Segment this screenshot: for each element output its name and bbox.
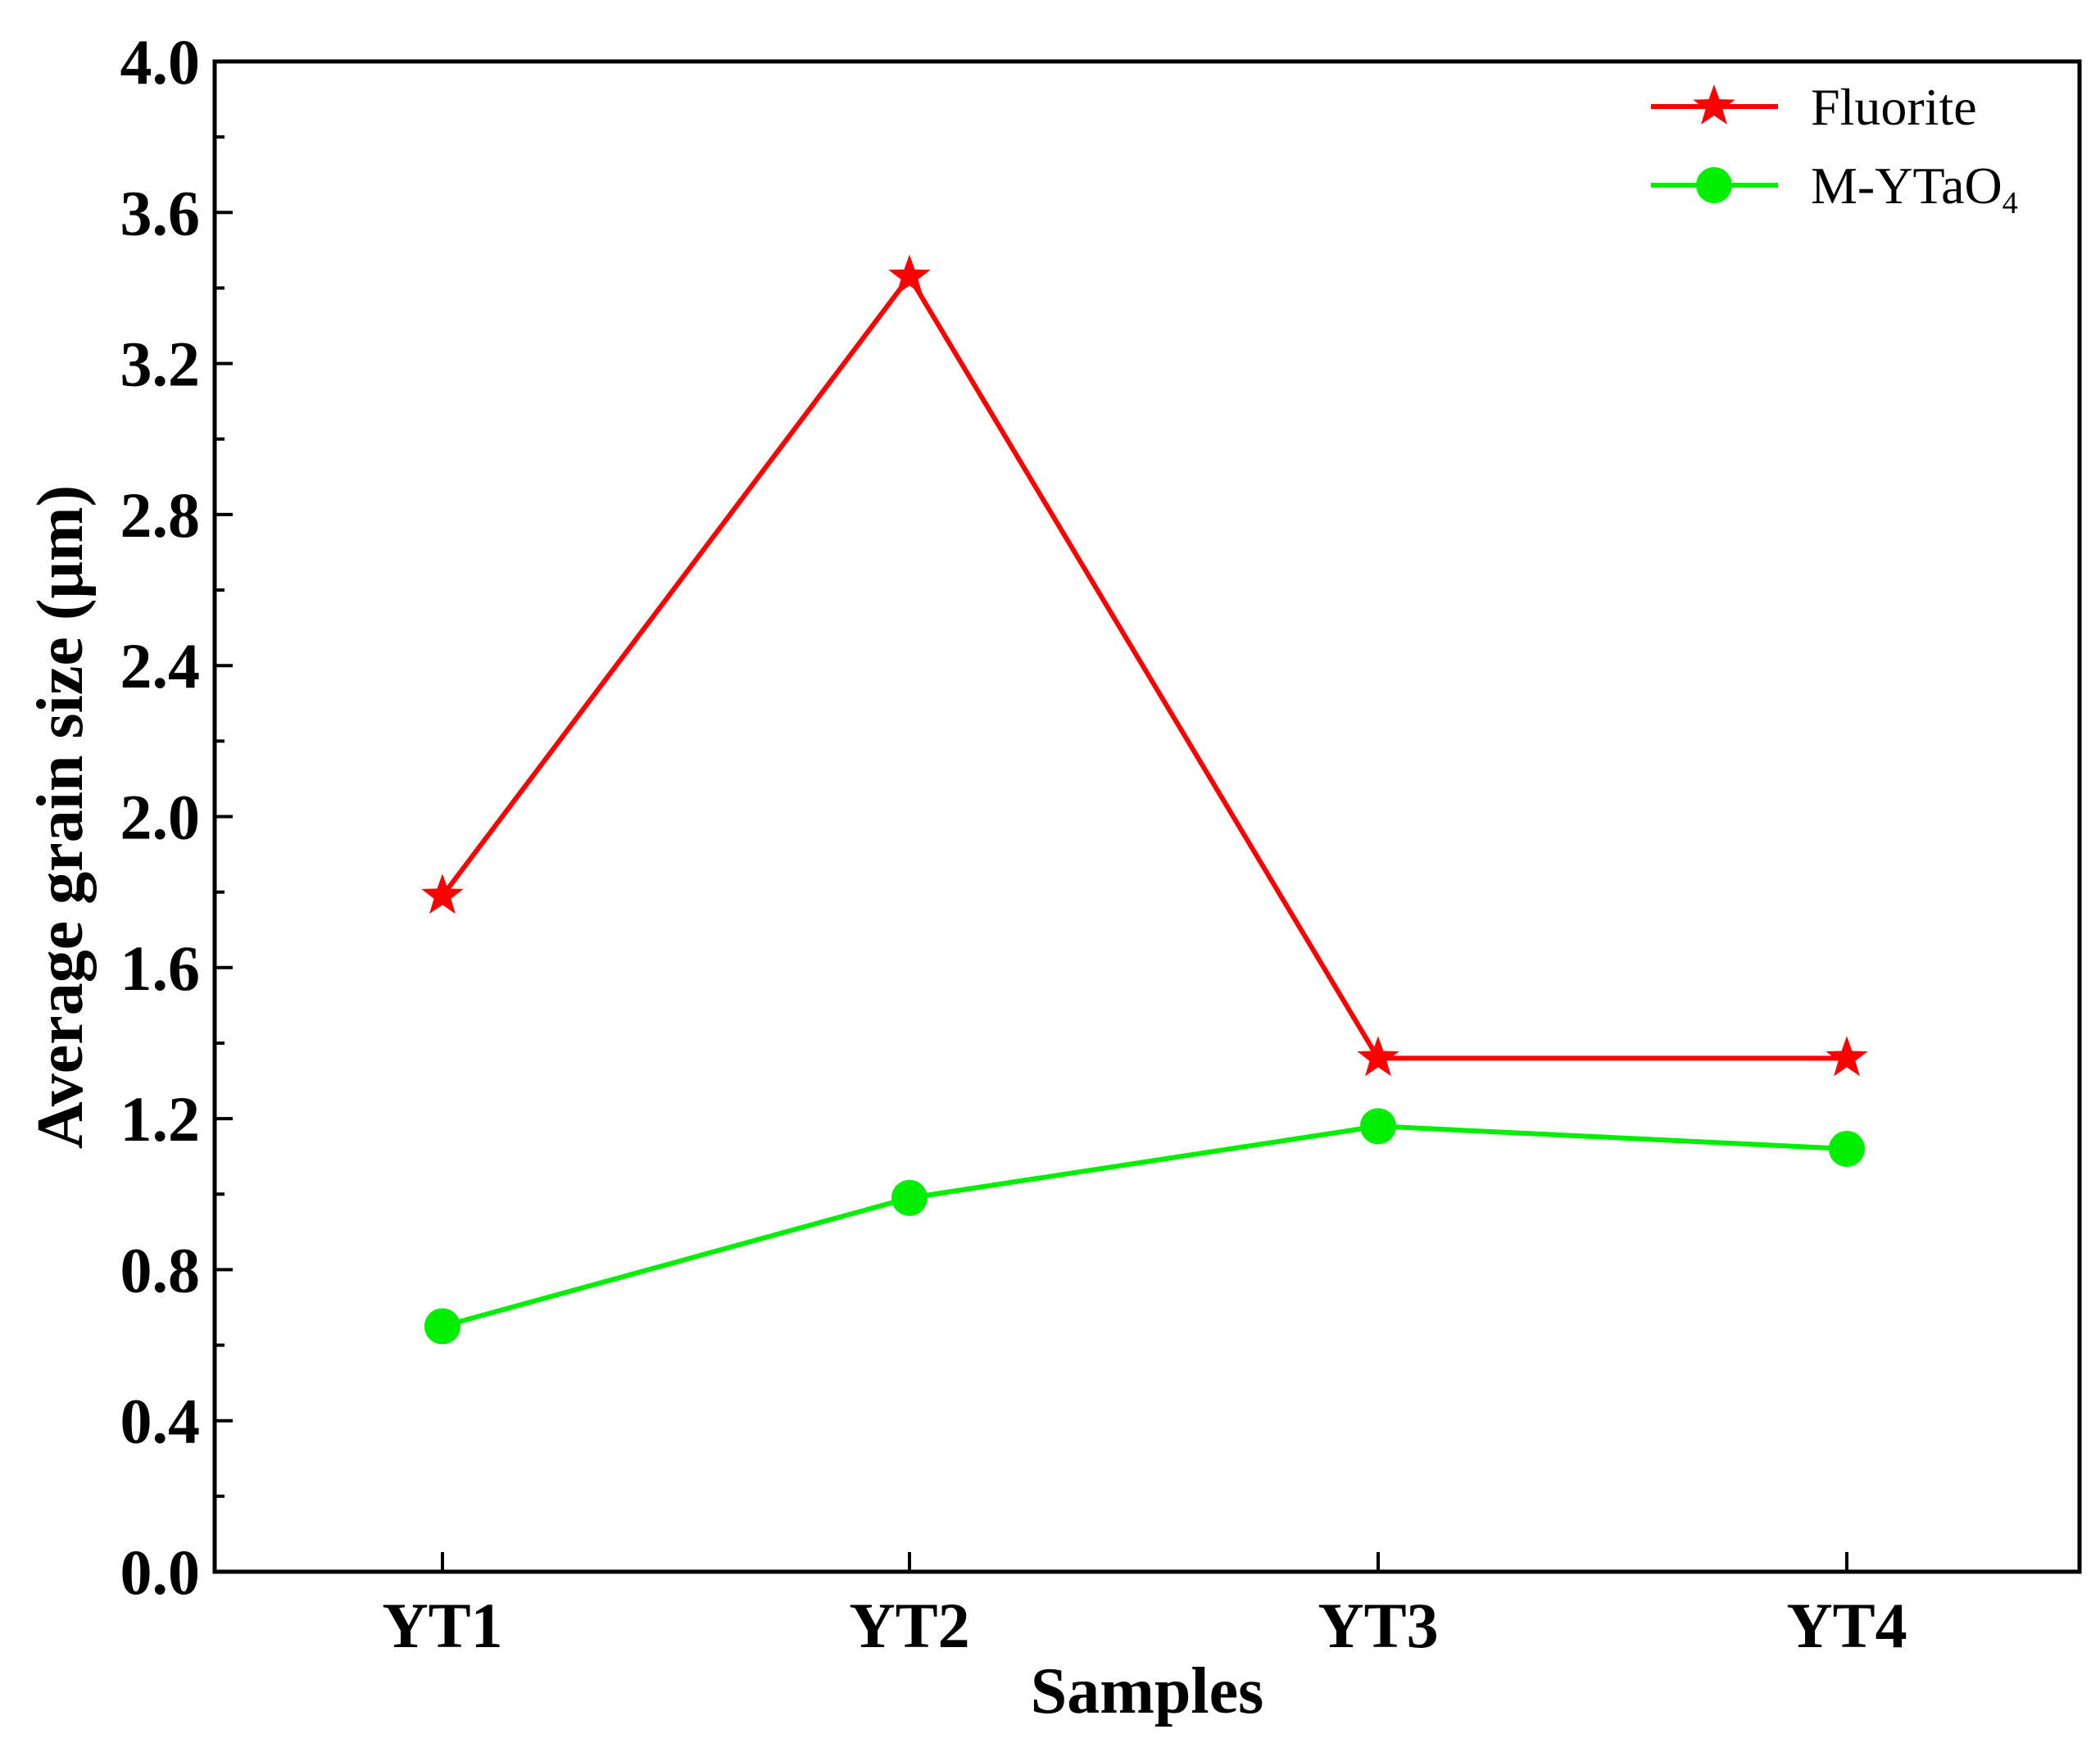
x-axis-ticks: YT1 YT2 YT3 YT4 <box>382 1552 1907 1661</box>
data-point-m-ytao-yt3[interactable] <box>1360 1108 1396 1145</box>
y-tick-label: 1.6 <box>120 933 201 1004</box>
data-point-m-ytao-yt1[interactable] <box>424 1308 460 1345</box>
x-tick-label: YT3 <box>1318 1590 1438 1661</box>
legend-label-fluorite: Fluorite <box>1811 78 1977 136</box>
legend-label-m-ytao4: M-YTaO4 <box>1811 157 2018 220</box>
y-tick-label: 1.2 <box>120 1083 201 1155</box>
y-axis-title: Average grain size (μm) <box>25 485 97 1149</box>
data-point-m-ytao-yt2[interactable] <box>891 1179 928 1216</box>
y-tick-label: 0.8 <box>120 1234 201 1305</box>
legend-marker-m-ytao4 <box>1696 167 1732 203</box>
series-lines <box>440 272 1848 1329</box>
data-point-fluorite-yt2[interactable] <box>888 254 931 295</box>
legend-item-fluorite[interactable]: Fluorite <box>1651 78 1977 136</box>
series-line-m-ytao <box>442 1123 1848 1329</box>
x-tick-label: YT1 <box>382 1590 502 1661</box>
data-point-m-ytao-yt4[interactable] <box>1829 1130 1865 1167</box>
y-tick-label: 3.2 <box>120 329 201 400</box>
y-axis-ticks: 0.0 0.4 0.8 1.2 1.6 2.0 2.4 2.8 3.2 3.6 4.0 <box>120 26 233 1608</box>
data-point-fluorite-yt4[interactable] <box>1826 1036 1868 1077</box>
legend: Fluorite M-YTaO4 <box>1651 78 2018 220</box>
x-axis-title: Samples <box>1031 1655 1264 1727</box>
y-tick-label: 2.4 <box>120 630 201 701</box>
series-markers <box>421 254 1868 1345</box>
y-tick-label: 4.0 <box>120 26 201 98</box>
legend-item-m-ytao4[interactable]: M-YTaO4 <box>1651 157 2018 220</box>
x-tick-label: YT2 <box>849 1590 969 1661</box>
y-tick-label: 2.0 <box>120 782 201 853</box>
data-point-fluorite-yt3[interactable] <box>1357 1036 1399 1077</box>
legend-label-m-ytao4-main: M-YTaO <box>1811 157 2002 215</box>
plot-area-frame <box>212 59 2082 1574</box>
legend-label-m-ytao4-subscript: 4 <box>2002 186 2018 220</box>
legend-marker-fluorite <box>1693 84 1735 125</box>
y-tick-label: 0.0 <box>120 1536 201 1608</box>
y-tick-label: 0.4 <box>120 1386 201 1457</box>
series-line-fluorite <box>440 272 1847 1061</box>
data-point-fluorite-yt1[interactable] <box>421 874 464 915</box>
y-tick-label: 2.8 <box>120 479 201 551</box>
x-tick-label: YT4 <box>1786 1590 1907 1661</box>
y-tick-label: 3.6 <box>120 177 201 248</box>
